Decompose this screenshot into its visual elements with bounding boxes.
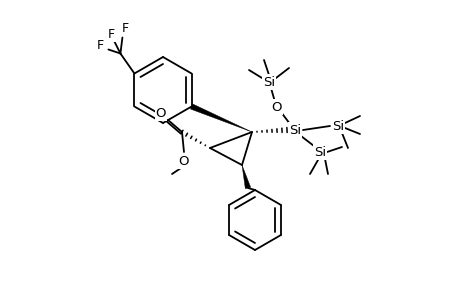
- Text: F: F: [97, 39, 104, 52]
- Polygon shape: [241, 165, 250, 189]
- Text: O: O: [179, 154, 189, 167]
- Text: O: O: [271, 100, 282, 113]
- Text: Si: Si: [313, 146, 325, 158]
- Text: Si: Si: [263, 76, 274, 88]
- Polygon shape: [190, 104, 252, 132]
- Text: F: F: [107, 28, 115, 41]
- Text: Si: Si: [288, 124, 300, 136]
- Text: Si: Si: [331, 119, 343, 133]
- Text: O: O: [156, 106, 166, 119]
- Text: F: F: [122, 22, 129, 35]
